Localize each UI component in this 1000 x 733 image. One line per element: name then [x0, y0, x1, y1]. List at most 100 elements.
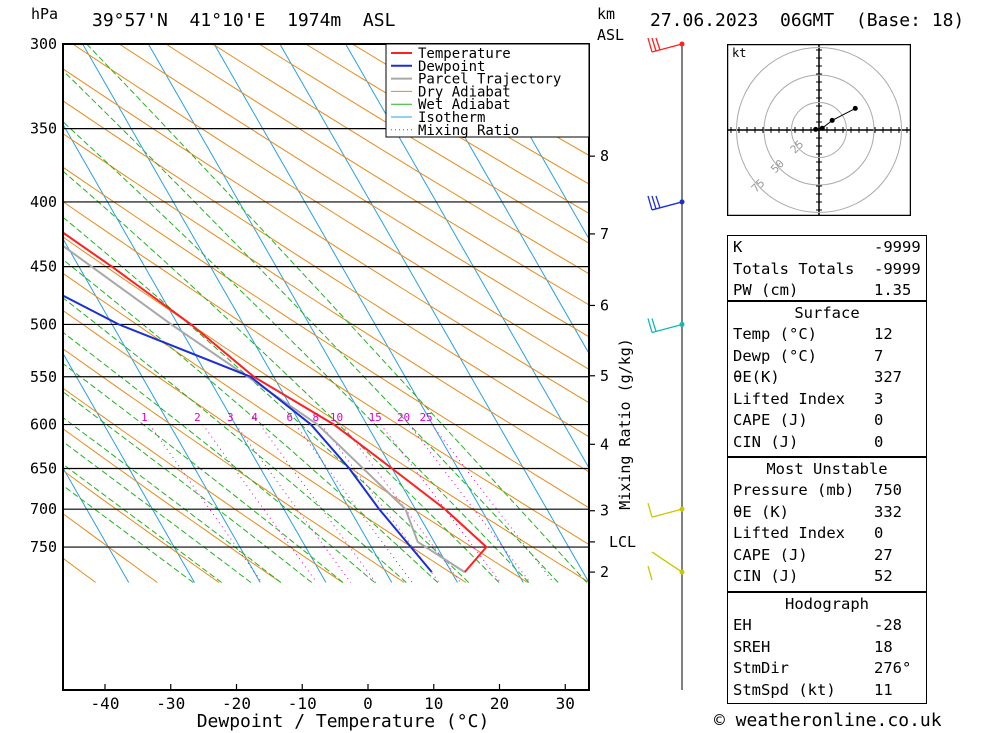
- unstable-row: Pressure (mb) 750: [728, 480, 926, 502]
- pressure-tick-label: 700: [30, 500, 57, 518]
- surface-panel: Surface Temp (°C) 12 Dewp (°C) 7 θE(K) 327 Lif…: [727, 301, 927, 457]
- mixing-ratio-line: [235, 424, 352, 583]
- hodograph-value: -28: [874, 616, 902, 634]
- hodograph-point: [819, 125, 825, 131]
- surface-row: CAPE (J) 0: [728, 410, 926, 432]
- dry-adiabat-line: [351, 44, 589, 185]
- temperature-line: [63, 231, 488, 573]
- mixing-ratio-line: [259, 424, 377, 583]
- wet-adiabat-line: [63, 216, 469, 583]
- surface-row: CIN (J) 0: [728, 432, 926, 454]
- x-tick-label: -40: [91, 694, 120, 713]
- surface-value: 3: [874, 389, 884, 408]
- km-tick-label: 5: [600, 367, 609, 385]
- wind-barb: [647, 502, 683, 518]
- x-tick-label: 0: [363, 694, 373, 713]
- unstable-label: θE (K): [733, 502, 789, 521]
- pressure-tick-label: 300: [30, 35, 57, 53]
- x-axis-label: Dewpoint / Temperature (°C): [197, 711, 490, 732]
- asl-label: ASL: [597, 26, 625, 44]
- general-row: Totals Totals -9999: [728, 259, 926, 281]
- legend-label: Temperature: [418, 46, 511, 62]
- hodograph-ring: [763, 74, 875, 186]
- surface-label: Temp (°C): [733, 325, 817, 343]
- general-row: K -9999: [728, 237, 926, 259]
- dry-adiabat-line: [164, 44, 589, 306]
- surface-label: CIN (J): [733, 432, 799, 451]
- pressure-tick-label: 600: [30, 416, 57, 434]
- mixing-ratio-label: 4: [251, 411, 258, 424]
- mixing-ratio-label: 10: [330, 411, 343, 424]
- unstable-row: CAPE (J) 27: [728, 545, 926, 567]
- isotherm-line: [279, 44, 589, 583]
- unstable-label: Lifted Index: [733, 524, 845, 542]
- hodograph-ring: [736, 47, 902, 213]
- wind-barb: [647, 37, 683, 53]
- km-tick-label: 8: [600, 147, 609, 165]
- legend-label: Parcel Trajectory: [418, 72, 561, 88]
- hodograph-value: 11: [874, 680, 893, 699]
- mixing-ratio-label: 3: [227, 411, 234, 424]
- wet-adiabat-line: [86, 44, 588, 583]
- surface-row: θE(K) 327: [728, 367, 926, 389]
- surface-value: 0: [874, 411, 884, 429]
- wind-barb: [647, 551, 683, 581]
- x-tick-label: 10: [424, 694, 443, 713]
- surface-value: 0: [874, 432, 884, 451]
- hodograph-point: [852, 105, 858, 111]
- pressure-tick-label: 500: [30, 315, 57, 333]
- mixing-ratio-label: 8: [312, 411, 319, 424]
- general-value: 1.35: [874, 281, 912, 299]
- dry-adiabat-line: [63, 272, 528, 583]
- pressure-tick-label: 400: [30, 193, 57, 211]
- hodograph-ring: [791, 102, 847, 158]
- isotherm-line: [63, 237, 261, 583]
- dewpoint-line: [63, 294, 433, 573]
- unstable-label: CAPE (J): [733, 545, 808, 564]
- mixing-ratio-line: [149, 424, 263, 583]
- km-tick-label: 6: [600, 296, 609, 314]
- surface-row: Dewp (°C) 7: [728, 346, 926, 368]
- surface-row: Lifted Index 3: [728, 389, 926, 411]
- location-title: 39°57'N 41°10'E 1974m ASL: [92, 10, 396, 31]
- hodograph-title: Hodograph: [785, 595, 869, 613]
- isotherm-line: [63, 123, 327, 583]
- surface-value: 7: [874, 346, 884, 365]
- pressure-tick-label: 450: [30, 258, 57, 276]
- surface-label: CAPE (J): [733, 411, 808, 429]
- km-tick-label: 2: [600, 563, 609, 581]
- surface-label: θE(K): [733, 368, 780, 386]
- unstable-label: Pressure (mb): [733, 481, 855, 499]
- dry-adiabat-line: [63, 201, 589, 546]
- isotherm-line: [63, 466, 130, 583]
- hodograph-point: [813, 126, 819, 132]
- general-label: Totals Totals: [733, 259, 855, 278]
- isotherm-line: [82, 44, 393, 583]
- hodograph-panel: Hodograph EH -28 SREH 18 StmDir 276° StmSpd (k…: [727, 592, 927, 704]
- wet-adiabat-line: [63, 391, 313, 583]
- pressure-tick-label: 750: [30, 538, 57, 556]
- dry-adiabat-line: [63, 100, 589, 438]
- mixing-ratio-line: [202, 424, 318, 583]
- general-label: PW (cm): [733, 281, 799, 299]
- km-label: km: [597, 5, 616, 23]
- x-tick-label: -20: [222, 694, 251, 713]
- km-tick-label: 3: [600, 502, 609, 520]
- mixing-ratio-label: 25: [419, 411, 432, 424]
- km-tick-label: LCL: [609, 533, 636, 551]
- most-unstable-panel: Most Unstable Pressure (mb) 750 θE (K) 332 L…: [727, 457, 927, 592]
- wet-adiabat-line: [63, 297, 407, 583]
- legend-label: Mixing Ratio: [418, 123, 519, 139]
- dry-adiabat-line: [63, 236, 589, 583]
- legend-label: Wet Adiabat: [418, 97, 511, 113]
- legend-label: Dry Adiabat: [418, 84, 511, 100]
- isotherm-line: [63, 581, 64, 583]
- hodograph-row: EH -28: [728, 615, 926, 637]
- isotherm-line: [345, 44, 589, 469]
- dry-adiabat-line: [63, 68, 589, 404]
- credit-text[interactable]: © weatheronline.co.uk: [714, 710, 942, 731]
- dry-adiabat-line: [63, 428, 282, 583]
- mixing-ratio-label: 1: [141, 411, 148, 424]
